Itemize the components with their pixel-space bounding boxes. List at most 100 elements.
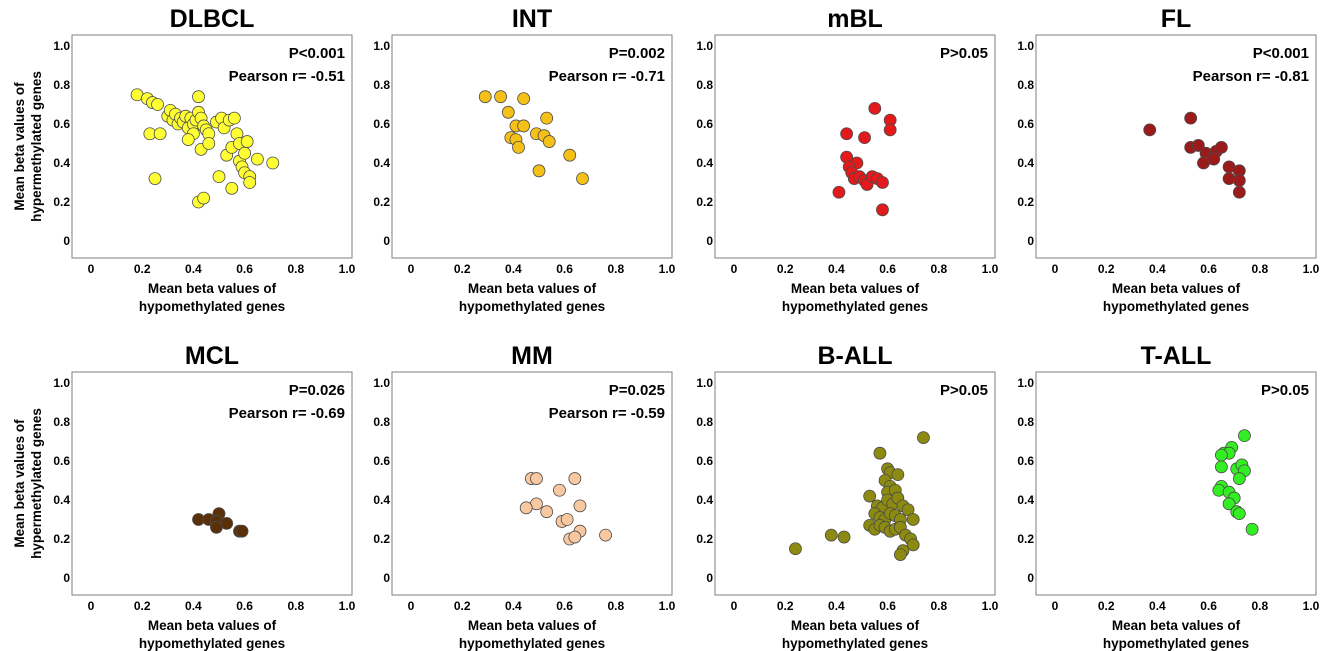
data-point: [266, 156, 280, 170]
x-tick-label: 1.0: [982, 262, 999, 276]
scatter-points: [832, 102, 897, 217]
data-point: [1245, 522, 1259, 536]
y-tick-label: 1.0: [1017, 39, 1034, 53]
y-tick-label: 0.8: [696, 78, 713, 92]
data-point: [517, 119, 531, 133]
y-tick-label: 0: [1027, 571, 1034, 585]
y-tick-label: 0: [383, 571, 390, 585]
y-tick-label: 0: [1027, 234, 1034, 248]
y-tick-label: 0.2: [1017, 195, 1034, 209]
data-point: [573, 499, 587, 513]
y-tick-label: 0.8: [373, 78, 390, 92]
scatter-points: [1143, 111, 1246, 199]
y-tick-label: 0.6: [696, 117, 713, 131]
data-point: [563, 148, 577, 162]
x-tick-label: 0.6: [879, 599, 896, 613]
x-tick-label: 0.6: [1200, 262, 1217, 276]
y-tick-label: 0.4: [696, 493, 713, 507]
x-tick-label: 0.4: [828, 599, 845, 613]
data-point: [891, 468, 905, 482]
x-tick-label: 1.0: [339, 599, 356, 613]
data-point: [1191, 139, 1205, 152]
plot-frame: [1035, 371, 1317, 596]
data-point: [824, 528, 838, 542]
data-point: [599, 528, 612, 542]
y-tick-label: 0.4: [53, 493, 70, 507]
x-axis-label-line1: Mean beta values of: [1112, 618, 1241, 633]
x-axis-label-line1: Mean beta values of: [468, 618, 597, 633]
y-tick-label: 0.2: [373, 195, 390, 209]
y-tick-label: 0.4: [696, 156, 713, 170]
y-tick-label: 0.6: [373, 454, 390, 468]
data-point: [1232, 174, 1246, 187]
x-tick-label: 1.0: [659, 599, 676, 613]
x-tick-label: 0.2: [454, 262, 471, 276]
chart-panel-mm: MM 0 0.2 0.4 0.6 0.8 1.0 0 0.2 0.4 0.6 0.8 1.0 Mean b…: [373, 342, 675, 651]
data-point: [212, 170, 226, 184]
y-tick-label: 0: [706, 571, 713, 585]
y-tick-label: 0.8: [1017, 415, 1034, 429]
x-axis-label-line2: hypomethylated genes: [459, 636, 605, 651]
data-point: [1215, 140, 1228, 154]
data-point: [840, 127, 854, 141]
x-axis-label-line1: Mean beta values of: [468, 281, 597, 296]
x-tick-label: 0.2: [134, 599, 151, 613]
x-tick-label: 0: [408, 262, 415, 276]
y-tick-label: 0.4: [1017, 156, 1034, 170]
plot-frame: [71, 34, 353, 259]
y-tick-label: 0.4: [1017, 493, 1034, 507]
data-point: [576, 172, 589, 186]
x-tick-label: 1.0: [1303, 599, 1320, 613]
scatter-points: [789, 431, 930, 561]
x-tick-label: 0: [1052, 599, 1059, 613]
x-tick-label: 0.8: [607, 599, 624, 613]
data-point: [225, 181, 239, 195]
x-axis-label-line2: hypomethylated genes: [459, 299, 605, 314]
data-point: [906, 513, 920, 526]
x-tick-label: 0: [1052, 262, 1059, 276]
x-tick-label: 0.8: [287, 262, 304, 276]
data-point: [153, 127, 167, 141]
y-tick-label: 0.2: [373, 532, 390, 546]
data-point: [202, 137, 216, 150]
x-tick-label: 0: [88, 599, 95, 613]
data-point: [494, 90, 508, 104]
chart-title: B-ALL: [818, 342, 893, 370]
y-axis-label-line1: Mean beta values of: [12, 419, 27, 548]
stat-label: Pearson r= -0.51: [229, 68, 345, 85]
y-tick-label: 0.6: [53, 117, 70, 131]
x-axis-label-line1: Mean beta values of: [791, 281, 920, 296]
y-tick-label: 0.4: [373, 156, 390, 170]
x-tick-label: 0.8: [1251, 262, 1268, 276]
chart-title: FL: [1161, 5, 1192, 33]
chart-title: DLBCL: [170, 5, 255, 33]
data-point: [1238, 429, 1251, 443]
data-point: [227, 111, 241, 125]
y-tick-label: 0.2: [1017, 532, 1034, 546]
data-point: [519, 501, 533, 515]
y-tick-label: 0.2: [696, 195, 713, 209]
x-tick-label: 0.4: [505, 262, 522, 276]
data-point: [858, 131, 871, 145]
x-axis-label-line2: hypomethylated genes: [782, 299, 928, 314]
x-tick-label: 0.2: [454, 599, 471, 613]
data-point: [243, 176, 257, 189]
data-point: [863, 489, 877, 503]
y-tick-label: 0: [63, 234, 70, 248]
y-tick-label: 0.6: [53, 454, 70, 468]
data-point: [501, 105, 515, 119]
stat-label: P>0.05: [1261, 382, 1309, 399]
x-tick-label: 0: [731, 262, 738, 276]
x-tick-label: 0.4: [185, 599, 202, 613]
y-tick-label: 0.2: [53, 195, 70, 209]
plot-frame: [1035, 34, 1317, 259]
stat-label: P>0.05: [940, 382, 988, 399]
x-tick-label: 1.0: [659, 262, 676, 276]
y-tick-label: 0.4: [53, 156, 70, 170]
y-tick-label: 0.8: [696, 415, 713, 429]
data-point: [868, 102, 882, 115]
data-point: [876, 203, 889, 217]
chart-panel-int: INT 0 0.2 0.4 0.6 0.8 1.0 0 0.2 0.4 0.6 0.8 1.0 Mean …: [373, 5, 675, 314]
x-tick-label: 0.8: [607, 262, 624, 276]
y-tick-label: 0.8: [53, 78, 70, 92]
